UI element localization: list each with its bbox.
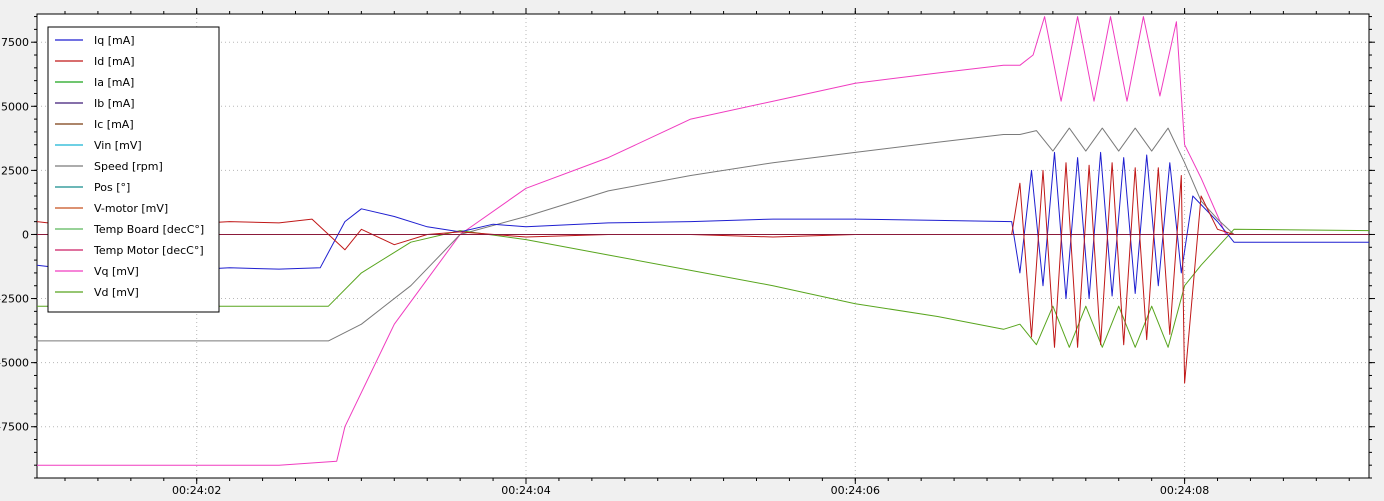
legend-label: Temp Motor [decC°] [93, 244, 204, 257]
legend-label: Ic [mA] [94, 118, 134, 131]
y-tick-label: -5000 [0, 357, 29, 370]
series-line-speed-rpm [37, 127, 1369, 342]
y-tick-label: 5000 [1, 100, 29, 113]
x-tick-label: 00:24:04 [501, 484, 550, 497]
series-line-vq-mv [37, 16, 1369, 466]
legend-box [47, 26, 220, 313]
y-tick-label: -2500 [0, 293, 29, 306]
y-tick-label: 2500 [1, 164, 29, 177]
ticks [31, 8, 1375, 484]
legend-label: Temp Board [decC°] [93, 223, 204, 236]
y-tick-label: 7500 [1, 36, 29, 49]
y-tick-label: 0 [22, 228, 29, 241]
legend-label: Ib [mA] [94, 97, 135, 110]
plot-area [36, 13, 1370, 479]
legend-label: V-motor [mV] [94, 202, 168, 215]
legend: Iq [mA] Id [mA] Ia [mA] Ib [mA] Ic [mA] Vin [… [47, 26, 220, 313]
series-group [37, 16, 1369, 466]
legend-label: Vd [mV] [94, 286, 139, 299]
x-tick-label: 00:24:08 [1160, 484, 1209, 497]
legend-label: Pos [°] [94, 181, 130, 194]
legend-label: Vq [mV] [94, 265, 139, 278]
legend-label: Vin [mV] [94, 139, 142, 152]
legend-label: Speed [rpm] [94, 160, 163, 173]
legend-label: Id [mA] [94, 55, 135, 68]
y-tick-label: -7500 [0, 421, 29, 434]
series-line-id-ma [37, 162, 1369, 384]
legend-label: Ia [mA] [94, 76, 134, 89]
x-tick-label: 00:24:06 [831, 484, 880, 497]
x-tick-label: 00:24:02 [172, 484, 221, 497]
series-line-iq-ma [37, 151, 1369, 300]
legend-label: Iq [mA] [94, 34, 135, 47]
